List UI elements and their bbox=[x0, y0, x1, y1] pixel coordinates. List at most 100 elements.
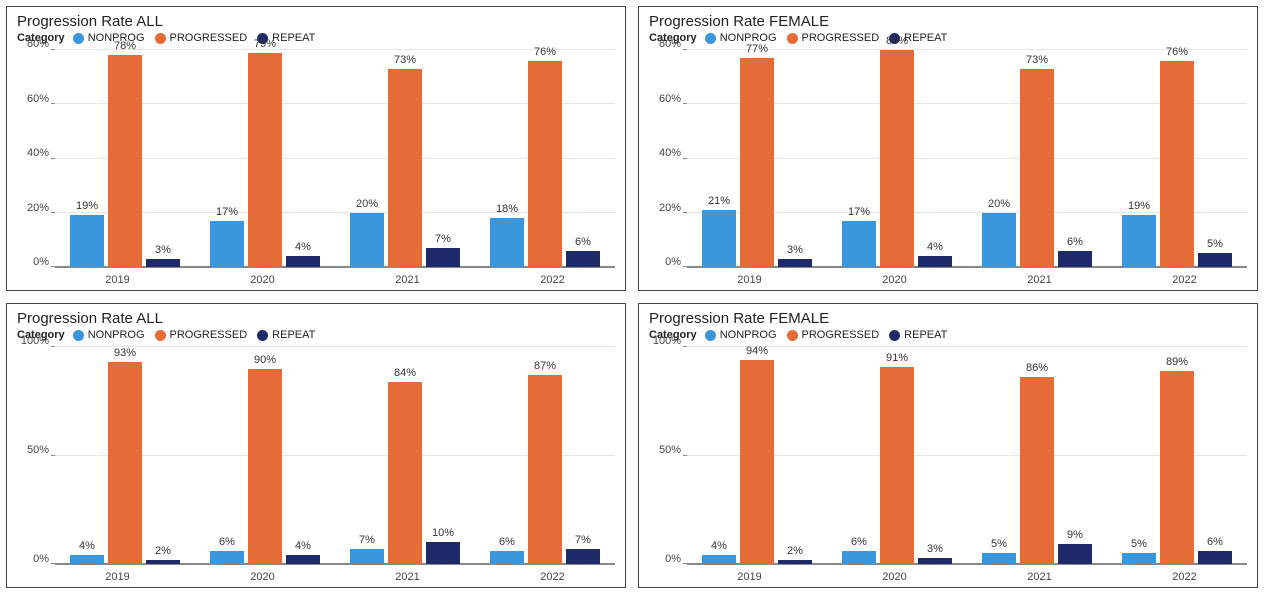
bar-nonprog[interactable]: 6% bbox=[490, 551, 524, 564]
bar-repeat[interactable]: 6% bbox=[1058, 251, 1092, 267]
bar-value-label: 6% bbox=[575, 236, 591, 248]
bar-value-label: 9% bbox=[1067, 529, 1083, 541]
legend-swatch-repeat bbox=[889, 330, 900, 341]
bar-progressed[interactable]: 73% bbox=[1020, 69, 1054, 267]
legend-text: NONPROG bbox=[720, 329, 777, 341]
x-label: 2020 bbox=[190, 272, 335, 290]
bar-progressed[interactable]: 84% bbox=[388, 382, 422, 564]
bar-repeat[interactable]: 3% bbox=[778, 259, 812, 267]
bar-progressed[interactable]: 79% bbox=[248, 53, 282, 267]
chart-panel-bottom-left: Progression Rate ALLCategoryNONPROGPROGR… bbox=[6, 303, 626, 588]
legend-item-nonprog[interactable]: NONPROG bbox=[73, 329, 145, 341]
legend-item-progressed[interactable]: PROGRESSED bbox=[787, 32, 880, 44]
dashboard-grid: Progression Rate ALLCategoryNONPROGPROGR… bbox=[6, 6, 1258, 588]
legend-item-nonprog[interactable]: NONPROG bbox=[705, 329, 777, 341]
legend-text: REPEAT bbox=[904, 329, 947, 341]
bar-repeat[interactable]: 2% bbox=[778, 560, 812, 564]
bar-repeat[interactable]: 10% bbox=[426, 542, 460, 564]
chart-area: 100%50%0%4%94%2%6%91%3%5%86%9%5%89%6% bbox=[649, 347, 1247, 583]
bar-progressed[interactable]: 91% bbox=[880, 367, 914, 564]
bar-nonprog[interactable]: 19% bbox=[70, 215, 104, 267]
bar-nonprog[interactable]: 5% bbox=[982, 553, 1016, 564]
legend-item-repeat[interactable]: REPEAT bbox=[257, 329, 315, 341]
bar-repeat[interactable]: 7% bbox=[566, 549, 600, 564]
bar-progressed[interactable]: 87% bbox=[528, 375, 562, 564]
legend-item-repeat[interactable]: REPEAT bbox=[889, 329, 947, 341]
bar-nonprog[interactable]: 7% bbox=[350, 549, 384, 564]
legend-item-progressed[interactable]: PROGRESSED bbox=[155, 32, 248, 44]
bar-value-label: 77% bbox=[746, 43, 768, 55]
bar-nonprog[interactable]: 5% bbox=[1122, 553, 1156, 564]
bar-value-label: 3% bbox=[927, 543, 943, 555]
panel-title: Progression Rate ALL bbox=[17, 310, 615, 327]
bar-nonprog[interactable]: 19% bbox=[1122, 215, 1156, 267]
bar-value-label: 18% bbox=[496, 203, 518, 215]
bar-group-2021: 20%73%7% bbox=[335, 50, 475, 267]
bar-nonprog[interactable]: 4% bbox=[702, 555, 736, 564]
x-label: 2021 bbox=[967, 272, 1112, 290]
bar-progressed[interactable]: 93% bbox=[108, 362, 142, 564]
bar-nonprog[interactable]: 20% bbox=[350, 213, 384, 267]
bar-value-label: 2% bbox=[787, 545, 803, 557]
bar-value-label: 2% bbox=[155, 545, 171, 557]
bar-progressed[interactable]: 73% bbox=[388, 69, 422, 267]
legend-text: REPEAT bbox=[272, 32, 315, 44]
chart-area: 80%60%40%20%0%21%77%3%17%80%4%20%73%6%19… bbox=[649, 50, 1247, 286]
bar-value-label: 73% bbox=[394, 54, 416, 66]
bar-nonprog[interactable]: 18% bbox=[490, 218, 524, 267]
bar-progressed[interactable]: 86% bbox=[1020, 377, 1054, 564]
bar-value-label: 91% bbox=[886, 352, 908, 364]
bar-progressed[interactable]: 90% bbox=[248, 369, 282, 564]
bar-groups: 4% 93% 2% 6% 90% 4% 7% 84%10% 6% 87% 7% bbox=[55, 347, 615, 564]
bar-groups: 21%77%3%17%80%4%20%73%6%19%76%5% bbox=[687, 50, 1247, 267]
bar-progressed[interactable]: 76% bbox=[1160, 61, 1194, 267]
bar-repeat[interactable]: 4% bbox=[286, 555, 320, 564]
bar-nonprog[interactable]: 6% bbox=[210, 551, 244, 564]
bar-repeat[interactable]: 5% bbox=[1198, 253, 1232, 267]
bar-value-label: 76% bbox=[534, 46, 556, 58]
bar-value-label: 90% bbox=[254, 354, 276, 366]
bar-repeat[interactable]: 2% bbox=[146, 560, 180, 564]
bar-progressed[interactable]: 77% bbox=[740, 58, 774, 267]
bar-nonprog[interactable]: 17% bbox=[842, 221, 876, 267]
legend-item-progressed[interactable]: PROGRESSED bbox=[787, 329, 880, 341]
bar-progressed[interactable]: 94% bbox=[740, 360, 774, 564]
x-label: 2022 bbox=[480, 272, 625, 290]
bar-repeat[interactable]: 7% bbox=[426, 248, 460, 267]
bar-nonprog[interactable]: 4% bbox=[70, 555, 104, 564]
legend-swatch-nonprog bbox=[73, 33, 84, 44]
bar-repeat[interactable]: 4% bbox=[918, 256, 952, 267]
bar-value-label: 21% bbox=[708, 195, 730, 207]
bar-groups: 19%78%3%17%79%4%20%73%7%18%76%6% bbox=[55, 50, 615, 267]
bar-value-label: 5% bbox=[1207, 238, 1223, 250]
chart-panel-bottom-right: Progression Rate FEMALECategoryNONPROGPR… bbox=[638, 303, 1258, 588]
bar-repeat[interactable]: 4% bbox=[286, 256, 320, 267]
legend-swatch-nonprog bbox=[705, 33, 716, 44]
bar-nonprog[interactable]: 17% bbox=[210, 221, 244, 267]
bar-value-label: 4% bbox=[295, 241, 311, 253]
bar-nonprog[interactable]: 20% bbox=[982, 213, 1016, 267]
plot-area: 19%78%3%17%79%4%20%73%7%18%76%6% bbox=[55, 50, 615, 268]
bar-progressed[interactable]: 76% bbox=[528, 61, 562, 267]
legend-item-progressed[interactable]: PROGRESSED bbox=[155, 329, 248, 341]
legend-swatch-nonprog bbox=[705, 330, 716, 341]
legend-text: REPEAT bbox=[272, 329, 315, 341]
legend-swatch-repeat bbox=[257, 330, 268, 341]
bar-value-label: 6% bbox=[1207, 536, 1223, 548]
bar-repeat[interactable]: 3% bbox=[918, 558, 952, 565]
legend-text: PROGRESSED bbox=[170, 329, 248, 341]
bar-repeat[interactable]: 6% bbox=[1198, 551, 1232, 564]
x-axis: 2019202020212022 bbox=[677, 272, 1257, 290]
bar-nonprog[interactable]: 21% bbox=[702, 210, 736, 267]
bar-progressed[interactable]: 89% bbox=[1160, 371, 1194, 564]
x-axis: 2019202020212022 bbox=[677, 569, 1257, 587]
bar-progressed[interactable]: 78% bbox=[108, 55, 142, 267]
bar-repeat[interactable]: 9% bbox=[1058, 544, 1092, 564]
bar-nonprog[interactable]: 6% bbox=[842, 551, 876, 564]
legend-text: PROGRESSED bbox=[802, 329, 880, 341]
bar-group-2019: 19%78% 3% bbox=[55, 50, 195, 267]
bar-progressed[interactable]: 80% bbox=[880, 50, 914, 267]
bar-value-label: 79% bbox=[254, 38, 276, 50]
bar-repeat[interactable]: 6% bbox=[566, 251, 600, 267]
bar-repeat[interactable]: 3% bbox=[146, 259, 180, 267]
